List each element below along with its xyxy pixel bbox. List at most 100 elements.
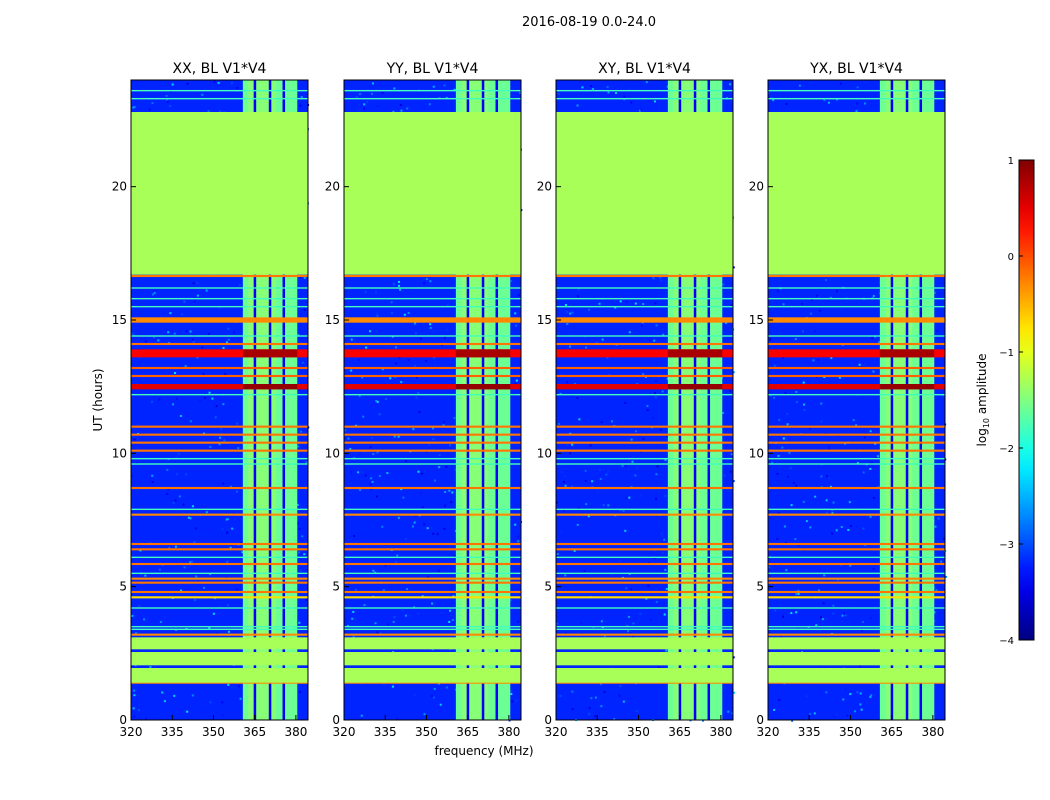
- noise-cell: [375, 495, 378, 498]
- noise-cell: [603, 691, 606, 694]
- noise-cell: [132, 707, 135, 710]
- noise-cell: [358, 358, 361, 361]
- noise-cell: [622, 700, 625, 703]
- noise-cell: [138, 604, 141, 607]
- faint-line: [131, 335, 308, 337]
- noise-cell: [132, 106, 135, 109]
- noise-cell: [151, 481, 154, 484]
- noise-cell: [584, 479, 587, 482]
- panel-2: YY, BL V1*V4 320 335 350 365 380 0 5 10 15 20: [325, 61, 523, 739]
- noise-cell: [818, 295, 821, 298]
- noise-cell: [392, 283, 395, 286]
- rfi-line: [768, 513, 945, 516]
- noise-cell: [863, 363, 866, 366]
- noise-cell: [590, 311, 593, 314]
- noise-cell: [302, 522, 305, 525]
- noise-cell: [365, 546, 368, 549]
- noise-cell: [396, 554, 399, 557]
- noise-cell: [794, 338, 797, 341]
- noise-cell: [852, 419, 855, 422]
- x-tick-label: 335: [161, 725, 184, 739]
- noise-cell: [772, 99, 775, 102]
- faint-line: [344, 89, 521, 92]
- noise-cell: [374, 571, 377, 574]
- noise-cell: [862, 527, 865, 530]
- noise-cell: [361, 376, 364, 379]
- rfi-gap: [919, 80, 923, 720]
- rfi-line: [556, 486, 733, 490]
- noise-cell: [299, 276, 302, 279]
- noise-cell: [449, 444, 452, 447]
- noise-cell: [433, 696, 436, 699]
- noise-cell: [379, 632, 382, 635]
- flagged-region: [768, 652, 945, 666]
- noise-cell: [517, 535, 520, 538]
- faint-line: [768, 572, 945, 575]
- rfi-line: [344, 441, 521, 444]
- faint-line: [556, 572, 733, 575]
- noise-cell: [638, 109, 641, 112]
- noise-cell: [600, 705, 603, 708]
- faint-line: [131, 89, 308, 92]
- rfi-line: [344, 562, 521, 566]
- noise-cell: [831, 511, 834, 514]
- noise-cell: [636, 466, 639, 469]
- noise-cell: [374, 622, 377, 625]
- noise-cell: [773, 364, 776, 367]
- noise-cell: [195, 575, 198, 578]
- noise-cell: [381, 525, 384, 528]
- noise-cell: [617, 426, 620, 429]
- noise-cell: [627, 615, 630, 618]
- noise-cell: [171, 403, 174, 406]
- rfi-gap: [268, 80, 272, 720]
- y-tick-label: 10: [112, 446, 127, 460]
- noise-cell: [590, 697, 593, 700]
- noise-cell: [585, 503, 588, 506]
- noise-cell: [370, 477, 373, 480]
- noise-cell: [722, 283, 725, 286]
- rfi-line: [344, 274, 521, 278]
- noise-cell: [183, 300, 186, 303]
- noise-cell: [578, 288, 581, 291]
- figure-title: 2016-08-19 0.0-24.0: [522, 15, 656, 30]
- faint-line: [768, 297, 945, 300]
- noise-cell: [517, 540, 520, 543]
- noise-cell: [226, 560, 229, 563]
- noise-cell: [722, 411, 725, 414]
- rfi-line: [768, 433, 945, 436]
- noise-cell: [571, 690, 574, 693]
- noise-cell: [131, 614, 134, 617]
- faint-line: [131, 625, 308, 628]
- noise-cell: [448, 620, 451, 623]
- noise-cell: [232, 331, 235, 334]
- noise-cell: [576, 104, 579, 107]
- faint-line: [556, 335, 733, 337]
- noise-cell: [202, 432, 205, 435]
- noise-cell: [420, 492, 423, 495]
- noise-cell: [614, 306, 617, 309]
- panel-title: YX, BL V1*V4: [809, 61, 903, 77]
- noise-cell: [372, 569, 375, 572]
- noise-cell: [827, 101, 830, 104]
- noise-cell: [621, 464, 624, 467]
- noise-cell: [782, 303, 785, 306]
- noise-cell: [797, 589, 800, 592]
- noise-cell: [596, 472, 599, 475]
- rfi-line: [768, 590, 945, 594]
- faint-line: [556, 463, 733, 465]
- noise-cell: [775, 465, 778, 468]
- noise-cell: [192, 282, 195, 285]
- noise-cell: [372, 453, 375, 456]
- noise-cell: [385, 397, 388, 400]
- noise-cell: [431, 427, 434, 430]
- x-tick-label: 365: [880, 725, 903, 739]
- noise-cell: [848, 501, 851, 504]
- noise-cell: [211, 397, 214, 400]
- panel-title: XY, BL V1*V4: [598, 61, 691, 77]
- noise-cell: [797, 593, 800, 596]
- noise-cell: [624, 465, 627, 468]
- noise-cell: [666, 85, 669, 88]
- noise-cell: [858, 363, 861, 366]
- noise-cell: [241, 551, 244, 554]
- noise-cell: [933, 611, 936, 614]
